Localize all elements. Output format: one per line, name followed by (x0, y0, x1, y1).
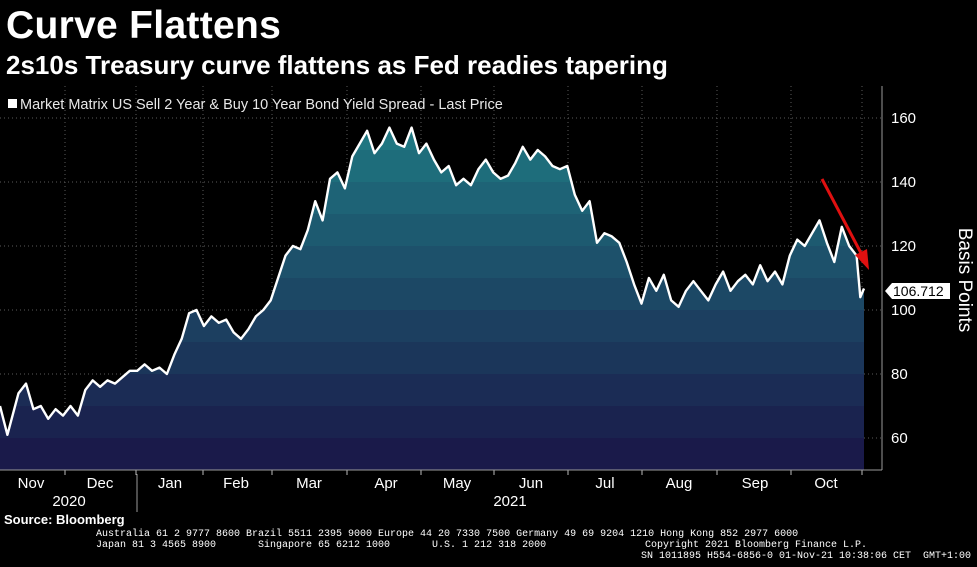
legend: Market Matrix US Sell 2 Year & Buy 10 Ye… (8, 97, 503, 113)
spread-line (0, 126, 866, 436)
footer-contacts-line2: Japan 81 3 4565 8900 Singapore 65 6212 1… (96, 540, 547, 551)
x-tick-label: May (443, 475, 472, 492)
footer-contacts-line1: Australia 61 2 9777 8600 Brazil 5511 239… (96, 529, 799, 540)
legend-swatch (8, 99, 17, 108)
x-tick-label: Dec (87, 475, 114, 492)
area-band (0, 374, 864, 407)
x-tick-label: Mar (296, 475, 322, 492)
x-tick-label: Jan (158, 475, 182, 492)
area-band (0, 438, 864, 470)
chart-title: Curve Flattens (6, 4, 282, 47)
y-axis-panel (882, 86, 896, 470)
x-tick-label: Apr (374, 475, 397, 492)
y-axis-label: Basis Points (954, 228, 975, 333)
footer-timestamp: SN 1011895 H554-6856-0 01-Nov-21 10:38:0… (640, 551, 971, 562)
x-tick-label: Sep (742, 475, 769, 492)
y-tick-label: 80 (891, 366, 908, 383)
x-tick-label: Nov (18, 475, 45, 492)
y-tick-label: 160 (891, 110, 916, 127)
last-value-tag: 106.712 (885, 283, 950, 299)
x-tick-label: Feb (223, 475, 249, 492)
source-note: Source: Bloomberg (4, 512, 125, 527)
x-tick-label: Aug (666, 475, 693, 492)
last-value-label: 106.712 (893, 283, 944, 299)
x-tick-label: Jul (595, 475, 614, 492)
y-tick-label: 100 (891, 302, 916, 319)
area-band (0, 406, 864, 439)
y-tick-label: 60 (891, 430, 908, 447)
x-tick-label: Oct (814, 475, 838, 492)
x-year-label: 2021 (493, 493, 526, 510)
y-tick-label: 140 (891, 174, 916, 191)
series-line (0, 126, 866, 436)
x-tick-labels: Nov Dec Jan Feb Mar Apr May Jun Jul Aug Sep Oct 2020… (18, 475, 839, 510)
red-down-arrow (820, 178, 869, 270)
y-tick-label: 120 (891, 238, 916, 255)
x-year-label: 2020 (52, 493, 85, 510)
footer-copyright: Copyright 2021 Bloomberg Finance L.P. (644, 540, 867, 551)
legend-label: Market Matrix US Sell 2 Year & Buy 10 Ye… (20, 97, 503, 113)
axes (0, 86, 896, 512)
chart-subtitle: 2s10s Treasury curve flattens as Fed rea… (6, 50, 668, 80)
x-tick-label: Jun (519, 475, 543, 492)
y-tick-labels: 60 80 100 120 140 160 (891, 110, 916, 447)
